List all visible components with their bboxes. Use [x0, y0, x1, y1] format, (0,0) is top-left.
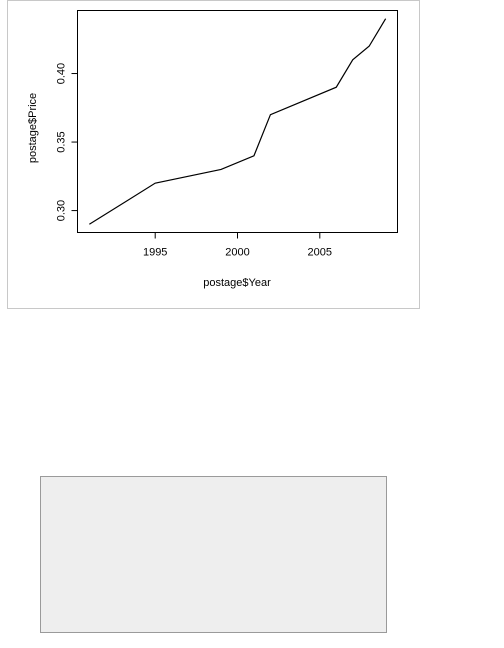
data-line — [89, 18, 387, 225]
y-axis-title: postage$Price — [27, 93, 39, 163]
y-tick-label: 0.35 — [55, 131, 67, 152]
chart: postage$Year postage$Price 1995 2000 2005 0… — [7, 0, 420, 309]
x-tick-label: 1995 — [143, 246, 167, 258]
x-axis-title: postage$Year — [203, 277, 271, 289]
chart-frame — [7, 0, 420, 309]
y-tick-label: 0.30 — [55, 200, 67, 221]
empty-panel — [40, 476, 387, 633]
y-tick-label: 0.40 — [55, 63, 67, 84]
x-tick-label: 2005 — [308, 246, 332, 258]
x-tick-label: 2000 — [225, 246, 249, 258]
